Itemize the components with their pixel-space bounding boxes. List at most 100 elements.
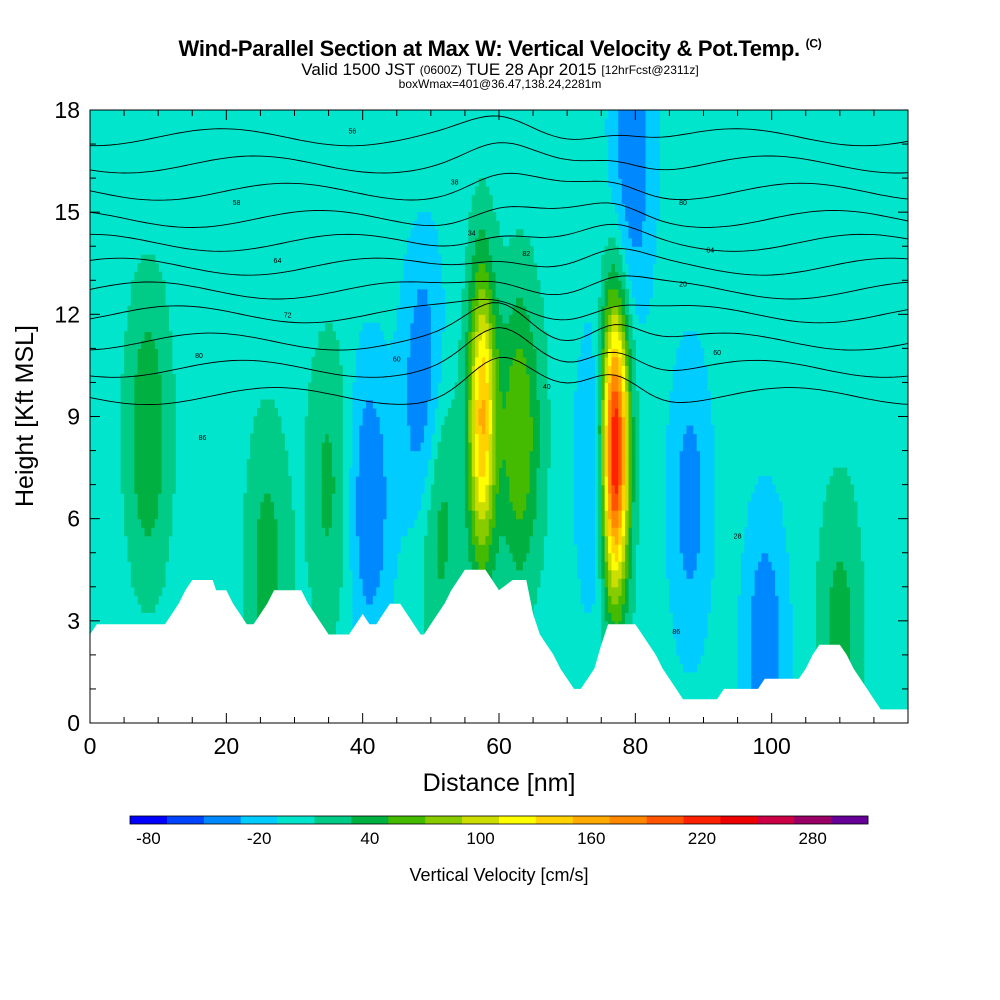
field-cell: [696, 484, 701, 494]
field-cell: [492, 331, 497, 341]
field-cell: [120, 442, 125, 452]
field-cell: [144, 552, 149, 562]
field-cell: [614, 110, 619, 120]
field-cell: [253, 552, 258, 562]
field-cell: [376, 535, 381, 545]
field-cell: [676, 535, 681, 545]
field-cell: [352, 586, 357, 596]
field-cell: [154, 373, 159, 384]
field-cell: [447, 467, 452, 477]
field-cell: [403, 450, 408, 460]
field-cell: [325, 416, 330, 426]
field-cell: [161, 416, 166, 426]
field-cell: [335, 425, 340, 435]
field-cell: [120, 382, 125, 392]
field-cell: [485, 263, 490, 273]
field-cell: [631, 237, 636, 247]
field-cell: [127, 442, 132, 452]
field-cell: [393, 407, 398, 418]
field-cell: [522, 544, 527, 554]
field-cell: [151, 569, 156, 579]
field-cell: [683, 373, 688, 384]
field-cell: [604, 390, 609, 401]
field-cell: [257, 459, 262, 469]
field-cell: [444, 595, 449, 605]
field-cell: [628, 356, 633, 367]
field-cell: [311, 433, 316, 443]
field-cell: [693, 356, 698, 367]
field-cell: [689, 399, 694, 409]
field-cell: [577, 382, 582, 392]
field-cell: [403, 407, 408, 418]
field-cell: [396, 348, 401, 358]
field-cell: [505, 254, 510, 264]
field-cell: [427, 510, 432, 520]
field-cell: [618, 467, 623, 477]
field-cell: [437, 561, 442, 571]
field-cell: [314, 527, 319, 537]
field-cell: [683, 544, 688, 554]
field-cell: [318, 527, 323, 537]
field-cell: [434, 561, 439, 571]
field-cell: [625, 595, 630, 605]
field-cell: [614, 442, 619, 452]
field-cell: [693, 578, 698, 588]
field-cell: [672, 612, 677, 622]
field-cell: [321, 399, 326, 409]
field-cell: [362, 425, 367, 435]
field-cell: [621, 169, 626, 179]
field-cell: [519, 552, 524, 562]
field-cell: [287, 518, 292, 528]
field-cell: [492, 510, 497, 520]
field-cell: [325, 399, 330, 409]
field-cell: [287, 527, 292, 537]
field-cell: [151, 603, 156, 613]
field-cell: [130, 365, 135, 375]
field-cell: [383, 552, 388, 562]
field-cell: [386, 467, 391, 477]
field-cell: [539, 356, 544, 367]
field-cell: [304, 484, 309, 494]
field-cell: [147, 314, 152, 324]
field-cell: [611, 578, 616, 588]
field-cell: [505, 407, 510, 418]
field-cell: [168, 442, 173, 452]
field-cell: [424, 442, 429, 452]
field-cell: [424, 254, 429, 264]
field-cell: [267, 416, 272, 426]
field-cell: [246, 578, 251, 588]
field-cell: [536, 348, 541, 358]
field-cell: [406, 373, 411, 384]
field-cell: [171, 407, 176, 418]
field-cell: [379, 569, 384, 579]
field-cell: [495, 237, 500, 247]
field-cell: [655, 203, 660, 213]
field-cell: [362, 407, 367, 418]
field-cell: [137, 484, 142, 494]
field-cell: [509, 271, 514, 281]
field-cell: [458, 510, 463, 520]
field-cell: [642, 161, 647, 171]
field-cell: [403, 518, 408, 528]
field-cell: [420, 305, 425, 315]
field-cell: [676, 552, 681, 562]
field-cell: [134, 493, 139, 503]
field-cell: [608, 305, 613, 315]
field-cell: [468, 263, 473, 273]
field-cell: [652, 229, 657, 239]
field-cell: [539, 407, 544, 418]
field-cell: [686, 399, 691, 409]
field-cell: [274, 442, 279, 452]
field-cell: [441, 442, 446, 452]
field-cell: [158, 416, 163, 426]
field-cell: [502, 484, 507, 494]
field-cell: [499, 518, 504, 528]
field-cell: [171, 390, 176, 401]
field-cell: [601, 493, 606, 503]
field-cell: [672, 586, 677, 596]
field-cell: [461, 288, 466, 298]
field-cell: [652, 144, 657, 154]
field-cell: [441, 535, 446, 545]
field-cell: [437, 603, 442, 613]
field-cell: [488, 356, 493, 367]
